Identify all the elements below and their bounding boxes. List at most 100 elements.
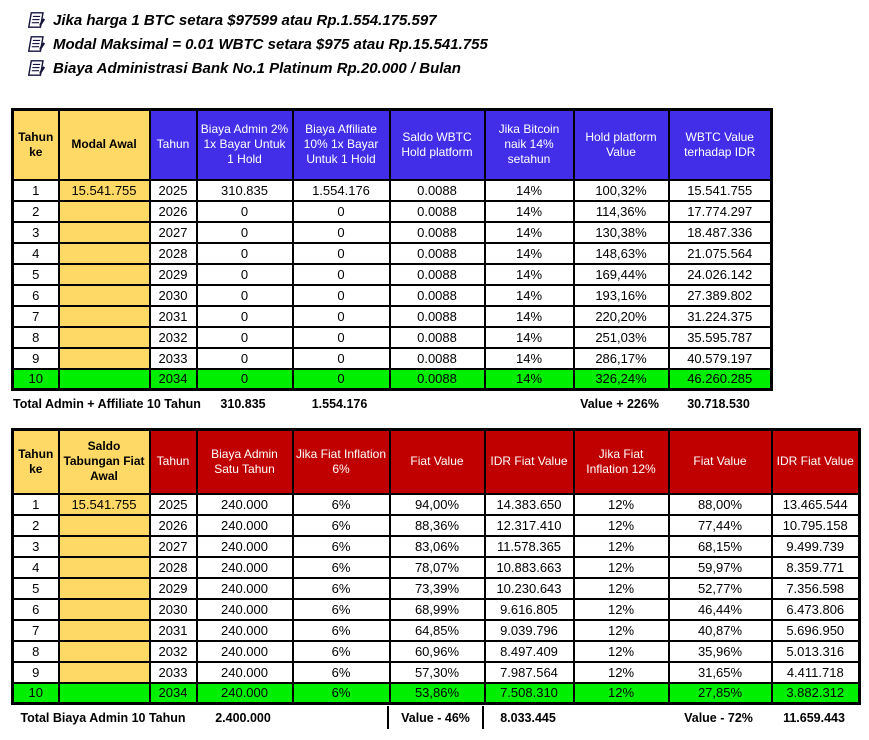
cell: 6 [11,283,60,307]
cell [57,618,151,642]
totals-cell [388,392,572,415]
header-row: Tahun ke Modal Awal Tahun Biaya Admin 2% 1x… [11,108,773,181]
cell: 0.0088 [388,178,486,202]
column-header: IDR Fiat Value [770,428,861,495]
cell: 12% [572,681,670,705]
column-header: Tahun ke [11,428,60,495]
column-header: Tahun [148,428,198,495]
table-row: 2 2026 0 0 0.0088 14% 114,36% 17.774.297 [11,199,773,223]
table-row: 4 2028 240.000 6% 78,07% 10.883.663 12% 59,97% 8… [11,555,861,579]
cell: 12% [572,576,670,600]
cell: 6% [291,618,391,642]
table-row: 3 2027 240.000 6% 83,06% 11.578.365 12% 68,15% 9… [11,534,861,558]
table-row: 1 15.541.755 2025 310.835 1.554.176 0.0088 14%… [11,178,773,202]
cell: 11.578.365 [483,534,575,558]
note-line: Modal Maksimal = 0.01 WBTC setara $975 a… [28,32,488,56]
cell: 2 [11,199,60,223]
cell: 6% [291,597,391,621]
cell: 14% [483,304,575,328]
totals-cell [291,706,388,729]
cell: 2032 [148,639,198,663]
cell: 0 [291,325,391,349]
cell: 5 [11,262,60,286]
cell: 2027 [148,534,198,558]
column-header: Jika Bitcoin naik 14% setahun [483,108,575,181]
note-text: Biaya Administrasi Bank No.1 Platinum Rp… [53,59,461,77]
cell: 9 [11,346,60,370]
column-header: Biaya Affiliate 10% 1x Bayar Untuk 1 Hol… [291,108,391,181]
cell: 53,86% [388,681,486,705]
cell: 78,07% [388,555,486,579]
cell: 12% [572,660,670,684]
cell: 27,85% [667,681,773,705]
cell: 21.075.564 [667,241,773,265]
cell: 169,44% [572,262,670,286]
wbtc-hold-table-section: Tahun ke Modal Awal Tahun Biaya Admin 2% 1x… [11,108,773,415]
cell: 2031 [148,618,198,642]
cell: 0 [195,241,294,265]
cell: 68,15% [667,534,773,558]
cell: 5 [11,576,60,600]
cell: 14.383.650 [483,492,575,516]
cell: 10.883.663 [483,555,575,579]
cell: 35.595.787 [667,325,773,349]
cell: 310.835 [195,178,294,202]
cell: 0 [195,220,294,244]
cell: 14% [483,241,575,265]
cell: 5.013.316 [770,639,861,663]
table-row: 4 2028 0 0 0.0088 14% 148,63% 21.075.564 [11,241,773,265]
cell [57,283,151,307]
cell: 0 [195,304,294,328]
cell: 7.987.564 [483,660,575,684]
memo-icon [28,12,46,28]
totals-cell: Value - 46% [387,706,484,729]
cell: 7 [11,618,60,642]
cell: 12% [572,513,670,537]
cell: 83,06% [388,534,486,558]
memo-icon [28,60,46,76]
column-header: WBTC Value terhadap IDR [667,108,773,181]
totals-cell: 11.659.443 [783,710,845,725]
cell: 15.541.755 [57,492,151,516]
cell: 0.0088 [388,346,486,370]
cell: 60,96% [388,639,486,663]
cell: 2027 [148,220,198,244]
cell: 14% [483,346,575,370]
cell [57,555,151,579]
column-header: Hold platform Value [572,108,670,181]
cell: 6% [291,576,391,600]
cell [57,220,151,244]
cell: 3 [11,534,60,558]
cell: 14% [483,199,575,223]
cell: 240.000 [195,618,294,642]
cell [57,597,151,621]
cell: 3.882.312 [770,681,861,705]
cell: 2029 [148,576,198,600]
cell: 31,65% [667,660,773,684]
cell: 240.000 [195,513,294,537]
cell: 15.541.755 [57,178,151,202]
cell: 46.260.285 [667,367,773,391]
table-row: 8 2032 0 0 0.0088 14% 251,03% 35.595.787 [11,325,773,349]
cell: 0 [195,199,294,223]
cell [57,513,151,537]
totals-cell: 30.718.530 [687,396,750,411]
cell: 14% [483,325,575,349]
cell: 14% [483,220,575,244]
cell: 2028 [148,241,198,265]
fiat-savings-table-section: Tahun ke Saldo Tabungan Fiat Awal Tahun Bia… [11,428,861,729]
cell: 12% [572,618,670,642]
cell: 0.0088 [388,262,486,286]
cell: 8.359.771 [770,555,861,579]
cell: 326,24% [572,367,670,391]
cell: 0 [291,367,391,391]
cell [57,639,151,663]
totals-cell: Value + 226% [580,396,659,411]
cell: 10.795.158 [770,513,861,537]
cell: 10.230.643 [483,576,575,600]
cell [57,199,151,223]
cell: 15.541.755 [667,178,773,202]
cell: 100,32% [572,178,670,202]
fiat-savings-totals-row: Total Biaya Admin 10 Tahun 2.400.000 Value… [11,706,858,729]
column-header: Fiat Value [667,428,773,495]
